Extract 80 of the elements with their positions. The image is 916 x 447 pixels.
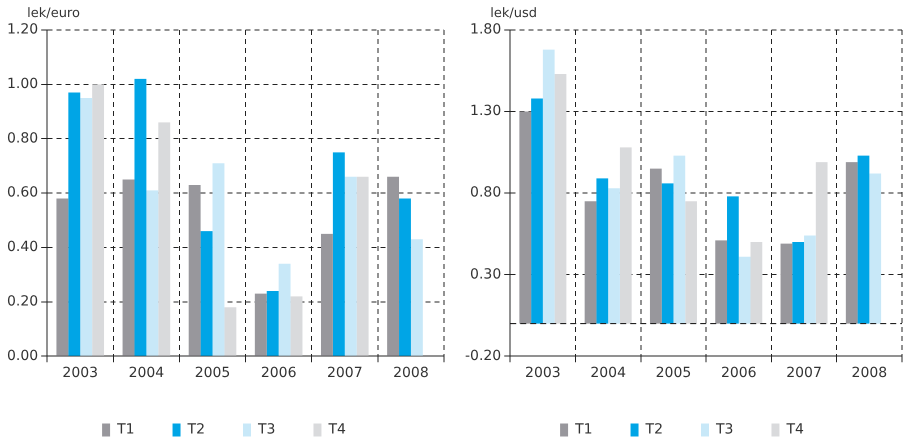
y-tick-label: 0.80 xyxy=(7,130,38,146)
bar xyxy=(869,174,882,324)
bar xyxy=(134,78,146,356)
legend-label: T1 xyxy=(574,422,593,438)
legend-label: T4 xyxy=(785,422,804,438)
legend-label: T3 xyxy=(257,422,276,438)
bar xyxy=(596,178,608,324)
x-tick-label: 2004 xyxy=(590,365,626,382)
bar xyxy=(80,98,92,356)
x-tick-label: 2006 xyxy=(720,365,757,382)
bar xyxy=(332,152,345,356)
bar xyxy=(278,264,291,356)
y-axis-title: lek/usd xyxy=(490,6,538,21)
bar xyxy=(650,168,662,324)
bar xyxy=(158,122,170,356)
y-tick-label: 1.30 xyxy=(470,103,502,120)
bar xyxy=(56,198,68,356)
bar xyxy=(92,84,104,356)
bar xyxy=(146,190,158,356)
bar xyxy=(542,50,555,324)
bar xyxy=(399,198,411,356)
bar xyxy=(387,176,400,356)
y-tick-label: 0.40 xyxy=(7,239,38,256)
bar xyxy=(804,236,816,324)
bar xyxy=(846,162,858,324)
x-tick-label: 2007 xyxy=(786,365,822,382)
y-tick-label: 0.00 xyxy=(7,348,38,364)
y-tick-label: 0.80 xyxy=(470,184,502,201)
bar xyxy=(356,176,369,356)
bar xyxy=(673,156,686,324)
x-tick-label: 2003 xyxy=(525,365,561,382)
y-tick-label: 1.00 xyxy=(7,76,38,92)
bar xyxy=(320,234,333,356)
bar xyxy=(68,92,80,356)
bar xyxy=(266,290,279,356)
bar xyxy=(662,183,674,324)
bar xyxy=(531,98,543,324)
bar xyxy=(290,296,302,356)
legend-label: T2 xyxy=(644,422,664,438)
x-tick-label: 2008 xyxy=(393,365,429,382)
bar xyxy=(608,188,620,324)
bar xyxy=(620,147,632,324)
x-tick-label: 2005 xyxy=(656,365,692,382)
x-tick-label: 2008 xyxy=(852,365,888,382)
bar xyxy=(200,231,213,356)
legend-label: T2 xyxy=(186,422,206,438)
x-tick-label: 2007 xyxy=(326,365,363,382)
bar xyxy=(122,180,134,356)
bar xyxy=(584,201,596,324)
x-tick-label: 2003 xyxy=(62,365,98,382)
y-tick-label: 0.30 xyxy=(470,266,502,282)
bar xyxy=(554,74,566,324)
bar xyxy=(254,294,267,356)
x-tick-label: 2005 xyxy=(194,365,230,382)
bar xyxy=(685,201,697,324)
bar xyxy=(224,307,236,356)
y-tick-label: 1.20 xyxy=(7,22,38,38)
bar xyxy=(792,242,804,324)
y-tick-label: 0.60 xyxy=(7,184,38,201)
legend-label: T4 xyxy=(327,422,346,438)
x-tick-label: 2004 xyxy=(128,365,164,382)
bar xyxy=(738,256,751,324)
legend-label: T1 xyxy=(116,422,135,438)
bar xyxy=(519,112,532,324)
bar xyxy=(727,196,739,324)
y-axis-title: lek/euro xyxy=(27,6,80,21)
bar xyxy=(715,240,728,324)
bar xyxy=(858,156,870,324)
bar xyxy=(750,242,762,324)
bar xyxy=(212,163,224,356)
y-tick-label: 0.20 xyxy=(7,293,38,310)
bar xyxy=(188,184,201,356)
legend-label: T3 xyxy=(715,422,734,438)
y-tick-label: 1.80 xyxy=(470,22,502,38)
bar xyxy=(780,244,792,324)
bar xyxy=(816,162,828,324)
bar xyxy=(344,176,357,356)
y-tick-label: -0.20 xyxy=(464,348,502,364)
x-tick-label: 2006 xyxy=(260,365,297,382)
bar xyxy=(410,239,423,356)
